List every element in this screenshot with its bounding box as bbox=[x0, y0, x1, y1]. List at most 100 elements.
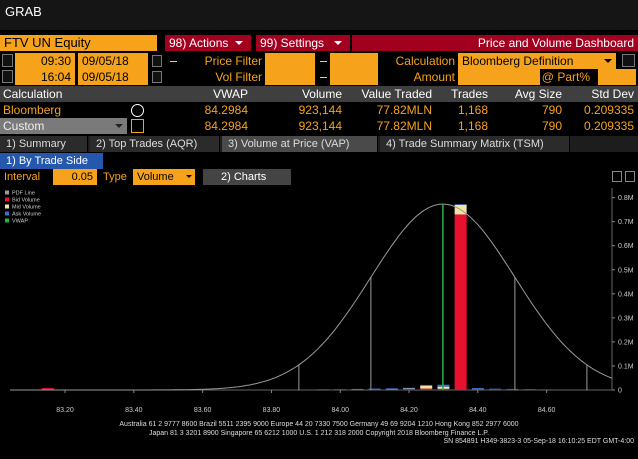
interval-field[interactable]: 0.05 bbox=[53, 169, 97, 185]
start-date[interactable]: 09/05/18 bbox=[78, 53, 148, 69]
bar-segment bbox=[454, 204, 467, 205]
calculation-label: Calculation bbox=[395, 54, 455, 68]
x-tick-label: 83.20 bbox=[56, 407, 74, 414]
column-header: Calculation bbox=[3, 87, 63, 101]
x-tick-label: 84.20 bbox=[400, 407, 418, 414]
actions-menu[interactable]: 98) Actions bbox=[165, 35, 251, 51]
tab[interactable]: 3) Volume at Price (VAP) bbox=[222, 136, 378, 152]
x-tick-label: 84.00 bbox=[331, 407, 349, 414]
bar-segment bbox=[471, 389, 484, 390]
legend-label: Bid Volume bbox=[12, 198, 40, 204]
amount-label: Amount bbox=[413, 70, 455, 84]
table-cell: 77.82MLN bbox=[376, 103, 432, 117]
type-dropdown[interactable]: Volume bbox=[133, 169, 195, 185]
x-tick-label: 84.60 bbox=[538, 407, 556, 414]
vol-max[interactable] bbox=[330, 69, 378, 85]
table-cell: 0.209335 bbox=[583, 103, 634, 117]
column-header: Avg Size bbox=[514, 87, 562, 101]
table-cell: 790 bbox=[541, 103, 562, 117]
part-label: @ Part% bbox=[541, 70, 590, 84]
checkbox[interactable] bbox=[2, 54, 13, 67]
checkbox[interactable] bbox=[2, 70, 13, 83]
bar-segment bbox=[454, 214, 467, 390]
bar-segment bbox=[506, 388, 519, 390]
calculation-dropdown[interactable]: Bloomberg Definition bbox=[458, 53, 616, 69]
legend-label: PDF Line bbox=[12, 191, 35, 197]
bar-segment bbox=[403, 387, 416, 389]
dropdown-arrow bbox=[186, 175, 192, 181]
y-tick-label: 0.6M bbox=[618, 243, 634, 250]
bar-segment bbox=[420, 384, 433, 386]
column-header: Trades bbox=[451, 87, 488, 101]
vol-filter-label: Vol Filter bbox=[215, 70, 262, 84]
legend-swatch bbox=[5, 190, 9, 195]
bar-segment bbox=[41, 388, 54, 390]
security-field[interactable]: FTV UN Equity bbox=[0, 35, 157, 51]
column-header: VWAP bbox=[213, 87, 248, 101]
custom-dropdown[interactable] bbox=[0, 118, 127, 134]
price-min[interactable] bbox=[265, 53, 315, 69]
settings-menu[interactable]: 99) Settings bbox=[256, 35, 350, 51]
legend-label: VWAP bbox=[12, 219, 28, 225]
part-field[interactable] bbox=[598, 69, 636, 85]
bar-segment bbox=[351, 388, 364, 390]
window-icon[interactable] bbox=[612, 171, 622, 182]
settings-label: 99) Settings bbox=[260, 36, 325, 50]
y-tick-label: 0.3M bbox=[618, 315, 634, 322]
tab[interactable]: 4) Trade Summary Matrix (TSM) bbox=[380, 136, 570, 152]
y-tick-label: 0.1M bbox=[618, 363, 634, 370]
table-cell: Custom bbox=[3, 119, 45, 133]
y-tick-label: 0.7M bbox=[618, 219, 634, 226]
pdf-line bbox=[10, 203, 613, 391]
charts-tab[interactable]: 2) Charts bbox=[203, 169, 291, 185]
table-cell: 0.209335 bbox=[583, 119, 634, 133]
end-time[interactable]: 16:04 bbox=[15, 69, 75, 85]
y-tick-label: 0 bbox=[618, 388, 622, 395]
dropdown-arrow bbox=[604, 59, 612, 67]
table-cell: 1,168 bbox=[457, 103, 488, 117]
table-cell: 923,144 bbox=[298, 119, 342, 133]
window-icon[interactable] bbox=[625, 171, 635, 182]
price-max[interactable] bbox=[330, 53, 378, 69]
tab[interactable]: 2) Top Trades (AQR) bbox=[90, 136, 220, 152]
type-value: Volume bbox=[137, 171, 174, 183]
window-title: GRAB bbox=[0, 0, 638, 30]
separator bbox=[320, 77, 327, 78]
tab-bar: 1) Summary 2) Top Trades (AQR) 3) Volume a… bbox=[0, 136, 638, 152]
vol-min[interactable] bbox=[265, 69, 315, 85]
y-tick-label: 0.8M bbox=[618, 195, 634, 202]
bar-segment bbox=[489, 388, 502, 390]
tab[interactable]: 1) Summary bbox=[0, 136, 88, 152]
calendar-icon[interactable] bbox=[152, 55, 162, 67]
bar-segment bbox=[403, 389, 416, 390]
export-icon[interactable] bbox=[131, 119, 144, 133]
legend-label: Ask Volume bbox=[12, 212, 41, 218]
amount-field[interactable] bbox=[458, 69, 540, 85]
by-trade-side-tab[interactable]: 1) By Trade Side bbox=[0, 153, 103, 169]
table-cell: 77.82MLN bbox=[376, 119, 432, 133]
bar-segment bbox=[420, 388, 433, 390]
y-tick-label: 0.4M bbox=[618, 291, 634, 298]
start-time[interactable]: 09:30 bbox=[15, 53, 75, 69]
end-date[interactable]: 09/05/18 bbox=[78, 69, 148, 85]
legend-swatch bbox=[5, 197, 9, 202]
interval-label: Interval bbox=[4, 171, 41, 183]
dropdown-arrow bbox=[334, 41, 342, 49]
calendar-icon[interactable] bbox=[152, 71, 162, 83]
legend-swatch bbox=[5, 218, 9, 223]
table-cell: Bloomberg bbox=[3, 103, 62, 117]
separator bbox=[170, 61, 177, 62]
column-header: Volume bbox=[301, 87, 342, 101]
footer-line: Japan 81 3 3201 8900 Singapore 65 6212 1… bbox=[149, 430, 489, 437]
dashboard-title: Price and Volume Dashboard bbox=[352, 35, 638, 51]
legend-label: Mid Volume bbox=[12, 205, 41, 211]
y-tick-label: 0.5M bbox=[618, 267, 634, 274]
table-cell: 84.2984 bbox=[204, 103, 248, 117]
checkbox[interactable] bbox=[622, 54, 635, 67]
dropdown-arrow bbox=[115, 124, 123, 132]
separator bbox=[320, 61, 327, 62]
dropdown-arrow bbox=[235, 41, 243, 49]
info-icon[interactable] bbox=[131, 104, 144, 117]
x-tick-label: 83.40 bbox=[125, 407, 143, 414]
